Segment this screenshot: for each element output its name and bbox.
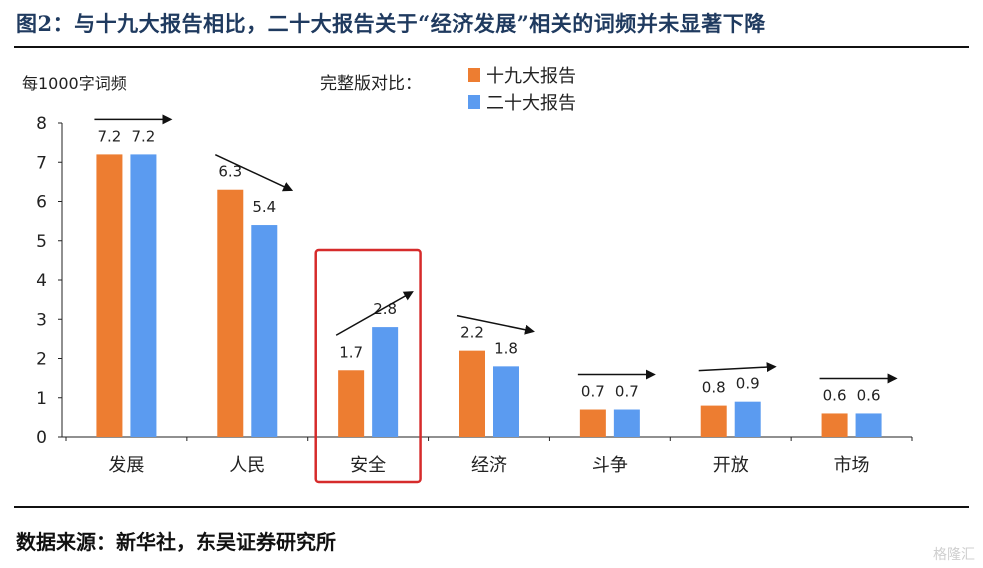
bar-经济-20th: [493, 366, 519, 437]
figure-title: 图2：与十九大报告相比，二十大报告关于“经济发展”相关的词频并未显著下降: [16, 11, 766, 36]
bar-人民-19th: [217, 189, 244, 437]
trend-arrow-安全: [335, 291, 414, 336]
data-label-市场-19th: 0.6: [823, 386, 847, 404]
y-axis-label: 每1000字词频: [22, 74, 127, 93]
bar-发展-20th: [130, 154, 157, 437]
y-tick-label: 0: [36, 428, 47, 448]
data-label-斗争-20th: 0.7: [615, 383, 639, 401]
legend-title: 完整版对比：: [320, 74, 422, 94]
y-tick-label: 7: [36, 153, 47, 173]
data-label-开放-19th: 0.8: [702, 379, 726, 397]
y-tick-label: 3: [36, 310, 47, 330]
data-label-安全-19th: 1.7: [339, 343, 363, 361]
legend-label-0: 十九大报告: [486, 66, 576, 87]
data-label-发展-20th: 7.2: [131, 127, 155, 145]
top-rule: [14, 46, 969, 48]
bar-斗争-20th: [613, 409, 640, 437]
highlight-box: [314, 248, 422, 484]
y-tick-label: 8: [36, 114, 47, 134]
legend-swatch-0: [468, 68, 480, 82]
bar-开放-20th: [734, 401, 761, 437]
data-label-人民-19th: 6.3: [218, 163, 242, 181]
category-label-安全: 安全: [350, 455, 386, 476]
category-label-开放: 开放: [713, 455, 749, 476]
data-label-斗争-19th: 0.7: [581, 383, 605, 401]
data-label-经济-19th: 2.2: [460, 324, 484, 342]
legend-label-1: 二十大报告: [486, 93, 576, 114]
data-label-市场-20th: 0.6: [857, 386, 881, 404]
category-label-发展: 发展: [108, 455, 144, 476]
bar-开放-19th: [700, 405, 727, 437]
bar-安全-19th: [338, 370, 365, 437]
bottom-rule: [14, 506, 969, 508]
data-label-开放-20th: 0.9: [736, 375, 760, 393]
category-label-斗争: 斗争: [592, 455, 628, 476]
data-label-人民-20th: 5.4: [252, 198, 276, 216]
bar-市场-19th: [821, 413, 848, 437]
bar-经济-19th: [459, 350, 485, 437]
y-tick-label: 4: [36, 271, 47, 291]
y-tick-label: 2: [36, 350, 47, 370]
y-tick-label: 6: [36, 193, 47, 213]
data-label-经济-20th: 1.8: [494, 339, 518, 357]
bar-斗争-19th: [579, 409, 606, 437]
category-label-市场: 市场: [834, 455, 870, 476]
watermark-logo: 格隆汇: [933, 547, 975, 563]
category-label-人民: 人民: [229, 455, 265, 476]
bar-人民-20th: [251, 225, 278, 437]
data-label-发展-19th: 7.2: [97, 127, 121, 145]
bar-发展-19th: [96, 154, 123, 437]
trend-arrow-人民: [214, 154, 294, 192]
legend-swatch-1: [468, 95, 480, 109]
data-source: 数据来源：新华社，东吴证券研究所: [16, 530, 336, 554]
y-tick-label: 5: [36, 232, 47, 252]
trend-arrow-开放: [698, 362, 777, 373]
category-label-经济: 经济: [471, 455, 507, 476]
y-tick-label: 1: [36, 389, 47, 409]
bar-安全-20th: [372, 327, 399, 437]
bar-市场-20th: [855, 413, 882, 437]
trend-arrow-经济: [456, 314, 535, 335]
